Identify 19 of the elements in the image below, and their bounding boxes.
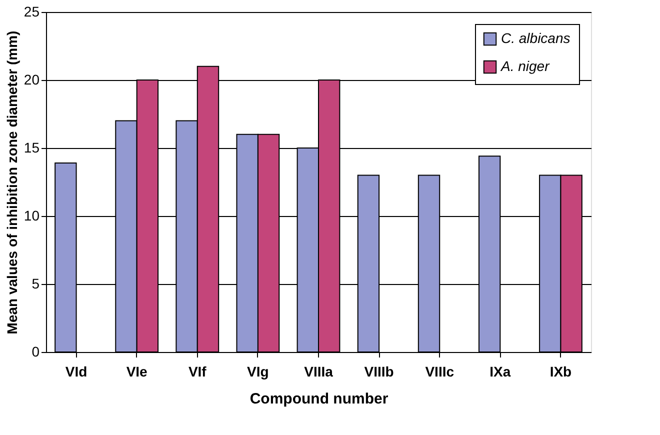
x-tick-label: VIIIc [425,364,454,380]
y-tick-label: 5 [32,276,40,292]
y-axis-title: Mean values of inhibition zone diameter (mm) [4,30,20,334]
y-tick-label: 0 [32,344,40,360]
x-tick-label: VIIIb [364,364,394,380]
y-tick-label: 15 [24,140,40,156]
x-tick-label: IXa [490,364,511,380]
x-tick-label: VIe [126,364,148,380]
y-tick-label: 20 [24,72,40,88]
y-tick-label: 10 [24,208,40,224]
x-tick-label: VIf [188,364,207,380]
x-axis-title: Compound number [250,390,388,408]
legend-label: A. niger [500,58,551,74]
x-tick-label: VId [65,364,88,380]
x-tick-label: VIg [247,364,269,380]
legend-label: C. albicans [501,30,570,46]
x-tick-label: IXb [550,364,572,380]
y-tick-label: 25 [24,4,40,20]
x-tick-label: VIIIa [304,364,334,380]
